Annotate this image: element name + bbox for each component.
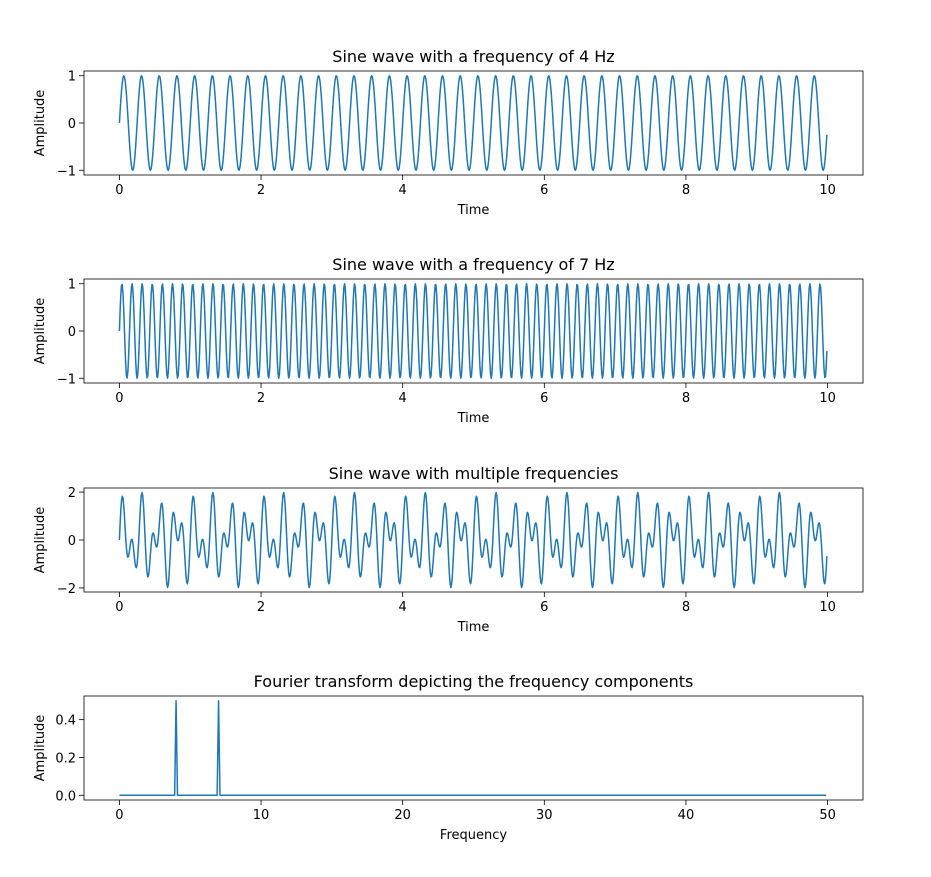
x-tick-label: 10 <box>253 808 270 823</box>
x-tick-label: 6 <box>540 391 548 406</box>
x-tick-label: 8 <box>682 391 690 406</box>
y-tick-label: 0.4 <box>55 714 76 729</box>
x-tick-label: 2 <box>257 183 265 198</box>
y-tick-label: 1 <box>68 70 76 85</box>
x-tick-label: 0 <box>115 808 123 823</box>
x-tick-label: 20 <box>394 808 411 823</box>
x-tick-label: 4 <box>399 600 407 615</box>
x-tick-label: 2 <box>257 391 265 406</box>
x-tick-label: 30 <box>536 808 553 823</box>
y-axis-label: Amplitude <box>33 715 48 782</box>
x-tick-label: 0 <box>115 183 123 198</box>
x-tick-label: 10 <box>819 183 836 198</box>
x-tick-label: 0 <box>115 600 123 615</box>
y-tick-label: 0 <box>68 534 76 549</box>
y-tick-label: 0 <box>68 325 76 340</box>
x-axis-label: Time <box>457 411 490 426</box>
x-tick-label: 6 <box>540 600 548 615</box>
y-tick-label: 2 <box>68 486 76 501</box>
x-tick-label: 8 <box>682 600 690 615</box>
x-tick-label: 40 <box>678 808 695 823</box>
subplot-title: Fourier transform depicting the frequenc… <box>254 672 694 691</box>
x-axis-label: Time <box>457 620 490 635</box>
x-tick-label: 8 <box>682 183 690 198</box>
x-tick-label: 6 <box>540 183 548 198</box>
subplot-title: Sine wave with a frequency of 4 Hz <box>332 47 614 66</box>
x-tick-label: 0 <box>115 391 123 406</box>
series-line <box>119 699 827 797</box>
series-line <box>118 491 828 589</box>
series-line <box>118 282 828 380</box>
subplot-2: 0 2 4 6 8 10 −1 0 1 Sine wave with a frequency of… <box>33 255 864 426</box>
y-axis-label: Amplitude <box>33 298 48 365</box>
x-axis-label: Frequency <box>440 828 507 843</box>
y-tick-label: 0 <box>68 117 76 132</box>
subplot-3: 0 2 4 6 8 10 −2 0 2 Sine wave with multiple frequ… <box>33 464 864 635</box>
x-tick-label: 10 <box>819 600 836 615</box>
y-tick-label: 0.0 <box>55 789 76 804</box>
y-axis-label: Amplitude <box>33 507 48 574</box>
subplot-title: Sine wave with a frequency of 7 Hz <box>332 255 614 274</box>
x-tick-label: 10 <box>819 391 836 406</box>
subplot-4: 0 10 20 30 40 50 0.0 0.2 0.4 Fourier transform de… <box>33 672 864 843</box>
subplot-1: 0 2 4 6 8 10 −1 0 1 Sine wave with a frequency of… <box>33 47 864 218</box>
x-tick-label: 2 <box>257 600 265 615</box>
y-tick-label: 1 <box>68 278 76 293</box>
subplot-title: Sine wave with multiple frequencies <box>329 464 619 483</box>
axes-frame <box>83 695 864 801</box>
x-tick-label: 50 <box>819 808 836 823</box>
y-tick-label: −2 <box>57 582 76 597</box>
y-tick-label: −1 <box>57 372 76 387</box>
x-tick-label: 4 <box>399 183 407 198</box>
y-tick-label: −1 <box>57 164 76 179</box>
x-axis-label: Time <box>457 203 490 218</box>
y-axis-label: Amplitude <box>33 90 48 157</box>
series-line <box>118 75 828 171</box>
y-tick-label: 0.2 <box>55 751 76 766</box>
x-tick-label: 4 <box>399 391 407 406</box>
